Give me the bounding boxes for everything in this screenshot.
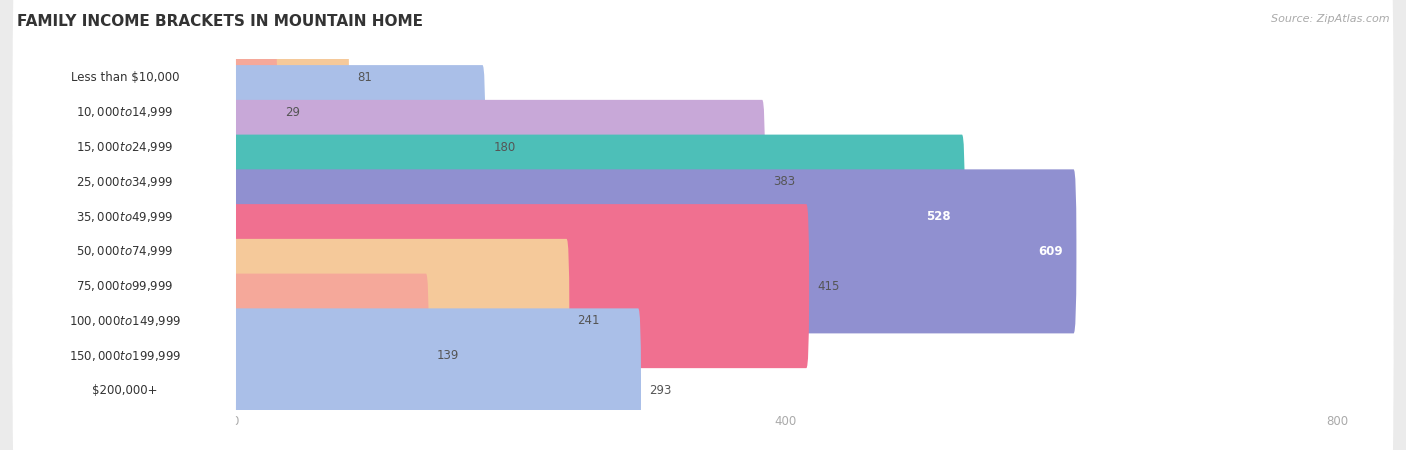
Text: $50,000 to $74,999: $50,000 to $74,999 — [76, 244, 174, 258]
FancyBboxPatch shape — [232, 169, 1077, 333]
FancyBboxPatch shape — [14, 136, 236, 366]
Text: $10,000 to $14,999: $10,000 to $14,999 — [76, 105, 174, 119]
FancyBboxPatch shape — [232, 204, 808, 368]
Text: $150,000 to $199,999: $150,000 to $199,999 — [69, 349, 181, 363]
Text: $35,000 to $49,999: $35,000 to $49,999 — [76, 210, 174, 224]
FancyBboxPatch shape — [13, 167, 1393, 405]
Text: $25,000 to $34,999: $25,000 to $34,999 — [76, 175, 174, 189]
Text: 415: 415 — [817, 279, 839, 292]
FancyBboxPatch shape — [13, 63, 1393, 301]
Text: Less than $10,000: Less than $10,000 — [70, 71, 179, 84]
FancyBboxPatch shape — [13, 98, 1393, 336]
FancyBboxPatch shape — [14, 275, 236, 450]
Text: 81: 81 — [357, 71, 373, 84]
FancyBboxPatch shape — [14, 241, 236, 450]
Text: $15,000 to $24,999: $15,000 to $24,999 — [76, 140, 174, 154]
FancyBboxPatch shape — [14, 206, 236, 436]
Text: 383: 383 — [773, 176, 796, 189]
Text: $75,000 to $99,999: $75,000 to $99,999 — [76, 279, 174, 293]
FancyBboxPatch shape — [14, 0, 236, 227]
Text: FAMILY INCOME BRACKETS IN MOUNTAIN HOME: FAMILY INCOME BRACKETS IN MOUNTAIN HOME — [17, 14, 423, 28]
Text: $200,000+: $200,000+ — [93, 384, 157, 397]
FancyBboxPatch shape — [13, 202, 1393, 440]
FancyBboxPatch shape — [232, 308, 641, 450]
Text: Source: ZipAtlas.com: Source: ZipAtlas.com — [1271, 14, 1389, 23]
FancyBboxPatch shape — [232, 239, 569, 403]
FancyBboxPatch shape — [13, 237, 1393, 450]
FancyBboxPatch shape — [13, 0, 1393, 231]
FancyBboxPatch shape — [13, 132, 1393, 370]
FancyBboxPatch shape — [232, 274, 429, 438]
FancyBboxPatch shape — [14, 67, 236, 297]
FancyBboxPatch shape — [14, 0, 236, 193]
Text: 528: 528 — [927, 210, 950, 223]
Text: $100,000 to $149,999: $100,000 to $149,999 — [69, 314, 181, 328]
FancyBboxPatch shape — [13, 0, 1393, 197]
FancyBboxPatch shape — [13, 28, 1393, 266]
Text: 293: 293 — [650, 384, 672, 397]
FancyBboxPatch shape — [14, 171, 236, 401]
FancyBboxPatch shape — [232, 0, 349, 160]
Text: 180: 180 — [494, 140, 516, 153]
FancyBboxPatch shape — [14, 32, 236, 262]
Text: 139: 139 — [437, 349, 460, 362]
FancyBboxPatch shape — [232, 65, 485, 229]
FancyBboxPatch shape — [232, 30, 277, 194]
Text: 29: 29 — [285, 106, 301, 119]
FancyBboxPatch shape — [232, 100, 765, 264]
Text: 609: 609 — [1038, 245, 1063, 258]
FancyBboxPatch shape — [232, 135, 965, 299]
FancyBboxPatch shape — [13, 271, 1393, 450]
Text: 241: 241 — [578, 315, 600, 328]
FancyBboxPatch shape — [14, 102, 236, 332]
